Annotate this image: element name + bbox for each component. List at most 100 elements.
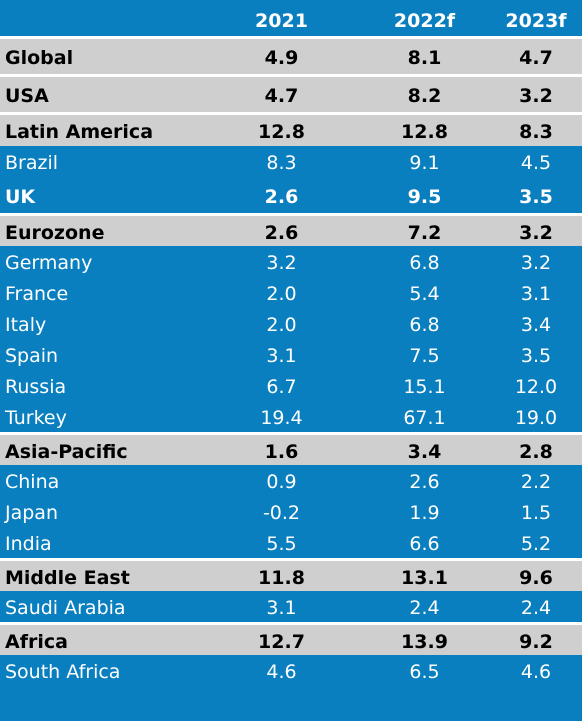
row-label: Japan	[5, 502, 58, 524]
cell-2021: 2.6	[264, 221, 299, 244]
cell-2023f: 3.5	[519, 185, 553, 208]
row-label: Spain	[5, 345, 59, 367]
cell-2023f: 9.6	[519, 566, 553, 589]
cell-2023f: 12.0	[514, 376, 558, 398]
cell-2022f: 15.1	[403, 376, 446, 398]
table-row-japan: Japan -0.2 1.9 1.5	[0, 496, 582, 527]
cell-2023f: 1.5	[520, 502, 552, 524]
cell-2022f: 7.2	[407, 221, 442, 244]
row-label: Brazil	[5, 152, 59, 174]
table-row-saudi-arabia: Saudi Arabia 3.1 2.4 2.4	[0, 591, 582, 622]
table-row-italy: Italy 2.0 6.8 3.4	[0, 308, 582, 339]
cell-2023f: 3.4	[520, 314, 552, 336]
table-row-south-africa: South Africa 4.6 6.5 4.6	[0, 655, 582, 686]
cell-2021: 4.9	[264, 47, 299, 69]
table-row-usa: USA 4.7 8.2 3.2	[0, 74, 582, 112]
header-2021: 2021	[255, 10, 308, 32]
row-label: Eurozone	[5, 221, 105, 244]
table-row-russia: Russia 6.7 15.1 12.0	[0, 370, 582, 401]
cell-2023f: 8.3	[519, 121, 553, 143]
cell-2023f: 3.2	[519, 221, 553, 244]
cell-2021: 2.6	[264, 185, 299, 208]
cell-2022f: 8.2	[407, 85, 442, 107]
table-row-brazil: Brazil 8.3 9.1 4.5	[0, 146, 582, 177]
cell-2022f: 6.5	[409, 661, 440, 683]
cell-2021: 1.6	[264, 440, 299, 463]
cell-2021: 3.1	[266, 345, 297, 367]
cell-2023f: 4.5	[520, 152, 552, 174]
row-label: Global	[5, 47, 74, 69]
cell-2021: -0.2	[262, 502, 301, 524]
table-row-uk: UK 2.6 9.5 3.5	[0, 177, 582, 213]
table-row-india: India 5.5 6.6 5.2	[0, 527, 582, 558]
cell-2021: 4.6	[266, 661, 297, 683]
cell-2021: 8.3	[266, 152, 297, 174]
row-label: China	[5, 471, 60, 493]
row-label: France	[5, 283, 69, 305]
cell-2021: 5.5	[266, 533, 297, 555]
cell-2023f: 4.6	[520, 661, 552, 683]
row-label: UK	[5, 185, 36, 208]
cell-2023f: 5.2	[520, 533, 552, 555]
cell-2023f: 2.8	[519, 440, 553, 463]
row-label: USA	[5, 85, 49, 107]
cell-2022f: 6.8	[409, 314, 440, 336]
table-row-africa: Africa 12.7 13.9 9.2	[0, 622, 582, 655]
table-row-germany: Germany 3.2 6.8 3.2	[0, 246, 582, 277]
header-2023f: 2023f	[505, 10, 567, 32]
cell-2023f: 2.4	[520, 597, 552, 619]
row-label: Saudi Arabia	[5, 597, 126, 619]
cell-2022f: 5.4	[409, 283, 440, 305]
cell-2022f: 2.6	[409, 471, 440, 493]
cell-2023f: 3.2	[519, 85, 553, 107]
cell-2023f: 2.2	[520, 471, 552, 493]
cell-2023f: 3.5	[520, 345, 552, 367]
table-row-china: China 0.9 2.6 2.2	[0, 465, 582, 496]
cell-2022f: 1.9	[409, 502, 440, 524]
cell-2021: 4.7	[264, 85, 299, 107]
cell-2023f: 19.0	[514, 407, 558, 429]
table-header: 2021 2022f 2023f	[0, 0, 582, 36]
cell-2021: 6.7	[266, 376, 297, 398]
cell-2022f: 67.1	[403, 407, 446, 429]
cell-2022f: 6.6	[409, 533, 440, 555]
inflation-table: 2021 2022f 2023f Global 4.9 8.1 4.7 USA …	[0, 0, 582, 686]
cell-2022f: 13.1	[401, 566, 448, 589]
row-label: Africa	[5, 630, 68, 653]
row-label: Italy	[5, 314, 47, 336]
table-row-latin-america: Latin America 12.8 12.8 8.3	[0, 112, 582, 146]
row-label: Latin America	[5, 121, 154, 143]
cell-2021: 12.7	[258, 630, 305, 653]
row-label: Russia	[5, 376, 67, 398]
row-label: South Africa	[5, 661, 121, 683]
cell-2021: 12.8	[258, 121, 305, 143]
table-row-eurozone: Eurozone 2.6 7.2 3.2	[0, 213, 582, 246]
cell-2021: 2.0	[266, 314, 297, 336]
table-row-spain: Spain 3.1 7.5 3.5	[0, 339, 582, 370]
cell-2022f: 6.8	[409, 252, 440, 274]
cell-2021: 0.9	[266, 471, 297, 493]
row-label: Middle East	[5, 566, 130, 589]
table-row-asia-pacific: Asia-Pacific 1.6 3.4 2.8	[0, 432, 582, 465]
cell-2022f: 12.8	[401, 121, 448, 143]
header-2022f: 2022f	[393, 10, 456, 32]
cell-2023f: 4.7	[519, 47, 553, 69]
table-row-france: France 2.0 5.4 3.1	[0, 277, 582, 308]
row-label: Asia-Pacific	[5, 440, 128, 463]
row-label: Turkey	[5, 407, 67, 429]
cell-2022f: 13.9	[401, 630, 448, 653]
cell-2022f: 3.4	[407, 440, 442, 463]
cell-2021: 3.2	[266, 252, 297, 274]
cell-2021: 19.4	[260, 407, 303, 429]
cell-2022f: 9.1	[409, 152, 440, 174]
cell-2021: 11.8	[258, 566, 305, 589]
cell-2023f: 9.2	[519, 630, 553, 653]
cell-2022f: 8.1	[407, 47, 442, 69]
cell-2022f: 7.5	[409, 345, 440, 367]
cell-2021: 3.1	[266, 597, 297, 619]
cell-2021: 2.0	[266, 283, 297, 305]
row-label: India	[5, 533, 52, 555]
cell-2022f: 9.5	[407, 185, 442, 208]
cell-2022f: 2.4	[409, 597, 440, 619]
table-row-global: Global 4.9 8.1 4.7	[0, 36, 582, 74]
